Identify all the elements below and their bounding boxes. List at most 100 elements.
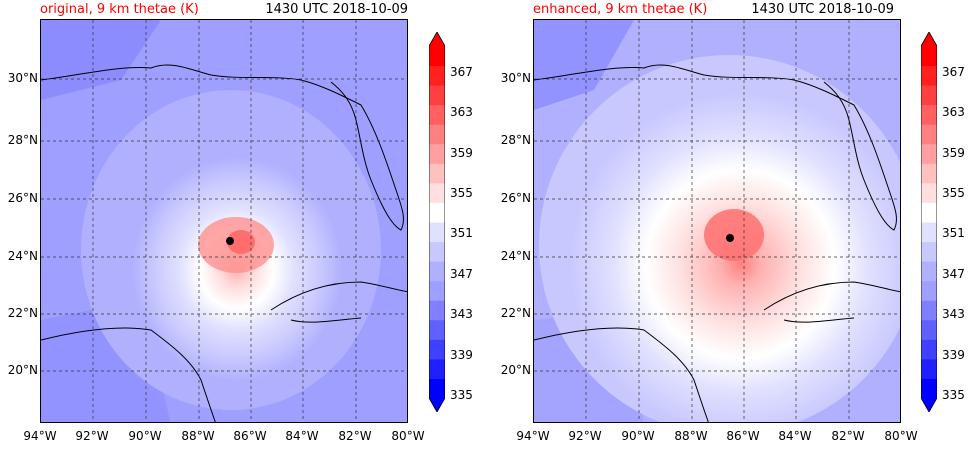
colorbar-segment [429,319,445,340]
colorbar-segment [921,280,937,301]
map-enhanced [533,19,901,423]
colorbar-segment [921,124,937,145]
lon-label: 82°W [831,429,865,443]
colorbar-segment [921,46,937,67]
colorbar-extend-min [429,398,445,412]
colorbar-segment [429,202,445,223]
lon-label: 88°W [674,429,708,443]
lon-label: 90°W [128,429,162,443]
colorbar-tick: 355 [942,186,965,200]
colorbar-segment [429,222,445,243]
colorbar-segment [921,143,937,164]
lat-label: 20°N [500,363,531,377]
lat-label: 30°N [7,71,38,85]
colorbar-tick: 335 [942,388,965,402]
colorbar-tick: 343 [450,307,473,321]
colorbar-segment [921,104,937,125]
lat-label: 30°N [500,71,531,85]
colorbar-tick: 347 [942,267,965,281]
colorbar [428,31,446,413]
colorbar-segment [921,339,937,360]
panel-timestamp: 1430 UTC 2018-10-09 [751,2,894,17]
lon-label: 86°W [726,429,760,443]
colorbar-segment [921,202,937,223]
lon-label: 88°W [181,429,215,443]
colorbar-tick: 351 [450,226,473,240]
colorbar-segment [429,85,445,106]
panel-timestamp: 1430 UTC 2018-10-09 [265,2,408,17]
gridlines [534,20,900,422]
colorbar-segment [429,182,445,203]
colorbar-tick: 355 [450,186,473,200]
colorbar-segment [921,182,937,203]
lon-label: 86°W [233,429,267,443]
lat-label: 22°N [500,306,531,320]
lon-label: 94°W [516,429,550,443]
colorbar-segment [921,241,937,262]
panel-title: enhanced, 9 km thetae (K) [533,2,708,17]
colorbar-tick: 347 [450,267,473,281]
colorbar-segment [921,358,937,379]
map-original [40,19,408,423]
storm-center-marker [726,234,734,242]
colorbar-segment [429,241,445,262]
coastlines [534,64,900,422]
lat-label: 26°N [7,191,38,205]
colorbar-segment [429,143,445,164]
storm-center-marker [226,237,234,245]
colorbar-tick: 367 [450,65,473,79]
colorbar-segment [429,163,445,184]
lon-label: 80°W [391,429,425,443]
colorbar-segment [921,85,937,106]
colorbar-tick: 363 [450,105,473,119]
panel-title: original, 9 km thetae (K) [40,2,199,17]
colorbar-segment [921,261,937,282]
colorbar-segment [429,358,445,379]
colorbar-segment [429,261,445,282]
colorbar-segment [429,378,445,399]
left-panel: original, 9 km thetae (K) 1430 UTC 2018-… [7,2,473,443]
colorbar-segment [921,300,937,321]
colorbar-segment [429,300,445,321]
lon-label: 94°W [23,429,57,443]
colorbar-segment [429,339,445,360]
lat-label: 20°N [7,363,38,377]
colorbar-extend-min [921,398,937,412]
lon-label: 84°W [285,429,319,443]
colorbar-segment [429,280,445,301]
colorbar-segment [921,378,937,399]
lat-label: 28°N [7,133,38,147]
lat-label: 26°N [500,191,531,205]
lat-label: 24°N [500,249,531,263]
right-panel: enhanced, 9 km thetae (K) 1430 UTC 2018-… [486,0,972,449]
lon-label: 92°W [568,429,602,443]
colorbar-segment [921,319,937,340]
colorbar-tick: 343 [942,307,965,321]
colorbar-extend-max [921,32,937,46]
colorbar-tick: 367 [942,65,965,79]
colorbar-segment [429,46,445,67]
lat-label: 24°N [7,249,38,263]
colorbar-tick: 339 [942,348,965,362]
colorbar-segment [921,163,937,184]
lon-label: 90°W [621,429,655,443]
lon-label: 82°W [338,429,372,443]
lat-label: 22°N [7,306,38,320]
lon-label: 84°W [778,429,812,443]
colorbar-segment [429,65,445,86]
colorbar-tick: 363 [942,105,965,119]
colorbar [920,31,938,413]
colorbar-extend-max [429,32,445,46]
lat-label: 28°N [500,133,531,147]
colorbar-tick: 339 [450,348,473,362]
colorbar-segment [921,222,937,243]
colorbar-segment [429,104,445,125]
colorbar-tick: 335 [450,388,473,402]
lon-label: 80°W [884,429,918,443]
colorbar-segment [429,124,445,145]
gridlines [41,20,407,422]
colorbar-segment [921,65,937,86]
coastlines [41,64,407,422]
colorbar-tick: 351 [942,226,965,240]
colorbar-tick: 359 [450,146,473,160]
